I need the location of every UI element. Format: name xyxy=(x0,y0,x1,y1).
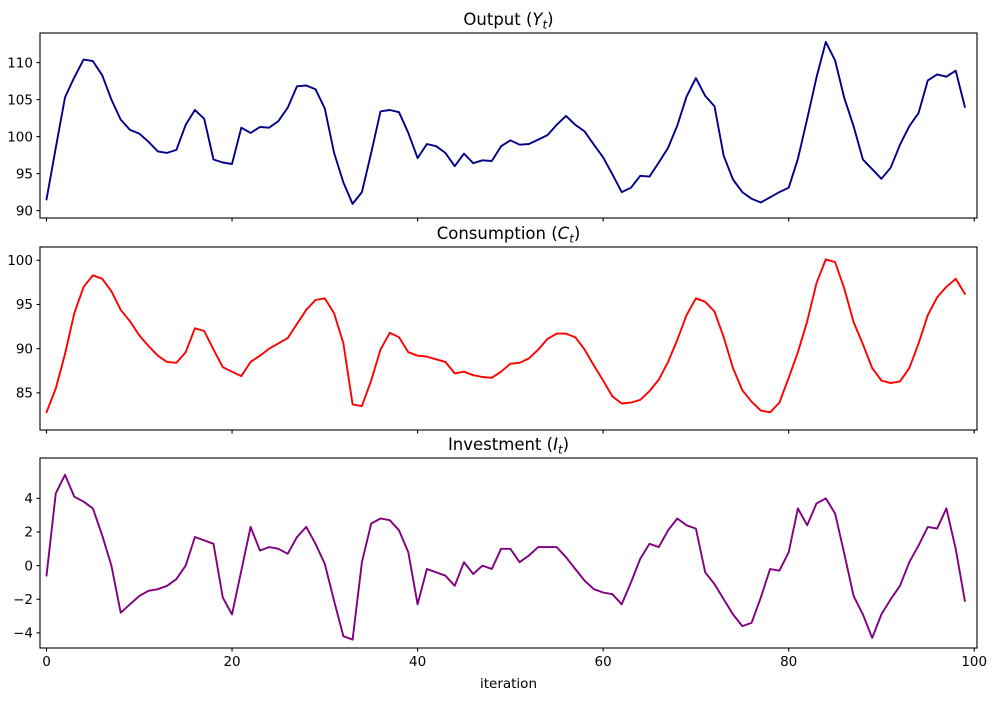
output-line xyxy=(45,40,966,205)
y-tick-label: 100 xyxy=(7,129,33,145)
x-tick-label: 0 xyxy=(42,654,51,670)
title-segment: ) xyxy=(563,435,569,454)
y-tick-label: −4 xyxy=(13,626,33,642)
y-tick-label: 2 xyxy=(24,525,33,541)
subplot-3-frame xyxy=(39,457,978,649)
y-tick-label: 105 xyxy=(7,92,33,108)
x-axis-label: iteration xyxy=(480,676,537,692)
title-segment: Y xyxy=(532,10,544,29)
subplot-2-title: Consumption (Ct) xyxy=(437,224,581,246)
title-segment: C xyxy=(558,224,570,243)
title-segment: Output ( xyxy=(463,10,532,29)
x-tick-label: 20 xyxy=(223,654,240,670)
subplot-1-title: Output (Yt) xyxy=(463,10,553,32)
title-segment: ) xyxy=(574,224,580,243)
y-tick-label: 110 xyxy=(7,55,33,71)
title-segment: Consumption ( xyxy=(437,224,558,243)
investment-line xyxy=(45,473,966,641)
y-tick-label: 95 xyxy=(16,166,33,182)
subplot-1-frame xyxy=(39,32,978,219)
y-tick-label: −2 xyxy=(13,592,33,608)
x-tick-label: 80 xyxy=(780,654,797,670)
y-tick-label: 90 xyxy=(16,203,33,219)
title-segment: I xyxy=(553,435,558,454)
x-tick-label: 100 xyxy=(961,654,987,670)
x-tick-label: 60 xyxy=(595,654,612,670)
y-tick-label: 0 xyxy=(24,558,33,574)
title-segment: Investment ( xyxy=(448,435,553,454)
consumption-line xyxy=(45,258,966,414)
title-segment: t xyxy=(543,18,549,32)
y-tick-label: 100 xyxy=(7,253,33,269)
y-tick-label: 4 xyxy=(24,491,33,507)
title-segment: ) xyxy=(547,10,553,29)
y-tick-label: 95 xyxy=(16,297,33,313)
subplot-2-frame xyxy=(39,246,978,431)
subplot-3-title: Investment (It) xyxy=(448,435,569,457)
x-tick-label: 40 xyxy=(409,654,426,670)
title-segment: t xyxy=(558,443,564,457)
y-tick-label: 90 xyxy=(16,341,33,357)
y-tick-label: 85 xyxy=(16,386,33,402)
title-segment: t xyxy=(569,232,575,246)
